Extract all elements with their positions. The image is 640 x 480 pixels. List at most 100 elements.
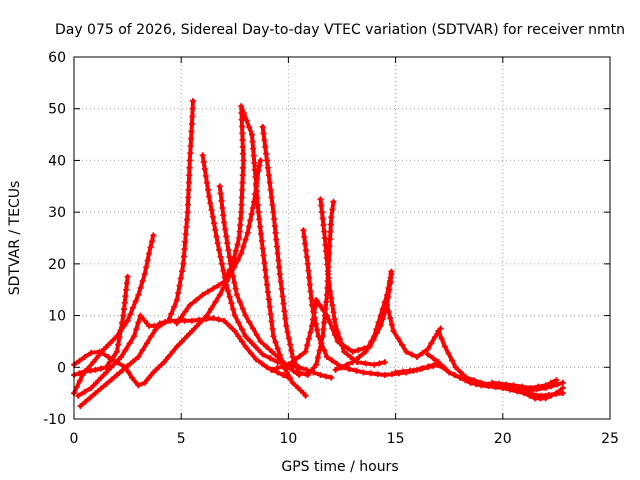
- data-point-marker: [146, 250, 153, 257]
- data-point-marker: [215, 316, 222, 323]
- data-point-marker: [440, 364, 447, 371]
- data-point-marker: [178, 314, 185, 321]
- data-point-marker: [205, 186, 211, 193]
- data-point-marker: [185, 194, 192, 201]
- data-point-marker: [176, 282, 183, 289]
- data-point-marker: [90, 359, 97, 366]
- data-point-marker: [249, 205, 256, 212]
- data-point-marker: [301, 233, 308, 240]
- data-point-marker: [238, 209, 245, 216]
- data-point-marker: [323, 298, 330, 305]
- data-point-marker: [203, 316, 210, 323]
- data-point-marker: [264, 164, 271, 171]
- data-point-marker: [302, 348, 309, 355]
- data-point-marker: [122, 293, 129, 300]
- data-point-marker: [179, 268, 186, 275]
- data-point-marker: [161, 359, 168, 366]
- data-point-marker: [317, 372, 324, 379]
- data-point-marker: [381, 359, 388, 366]
- grid: [74, 57, 610, 419]
- data-point-marker: [234, 257, 241, 264]
- data-point-marker: [292, 361, 299, 368]
- data-point-marker: [289, 353, 296, 360]
- data-point-marker: [385, 308, 392, 315]
- data-point-marker: [390, 328, 397, 335]
- data-point-marker: [221, 219, 228, 226]
- data-point-marker: [135, 382, 142, 389]
- data-point-marker: [387, 278, 394, 285]
- data-point-marker: [175, 289, 182, 296]
- data-point-marker: [303, 254, 310, 261]
- data-point-marker: [253, 187, 260, 194]
- data-point-marker: [313, 361, 320, 368]
- data-point-marker: [184, 209, 191, 216]
- data-point-marker: [121, 306, 128, 313]
- data-point-marker: [240, 157, 247, 164]
- data-point-marker: [324, 268, 331, 275]
- data-point-marker: [456, 374, 463, 381]
- data-point-marker: [285, 361, 292, 368]
- data-point-marker: [332, 322, 339, 329]
- data-point-marker: [217, 190, 224, 197]
- series-track-13: [332, 271, 444, 373]
- data-point-marker: [143, 264, 150, 271]
- data-point-marker: [231, 279, 238, 286]
- data-point-marker: [270, 209, 277, 216]
- data-point-marker: [141, 317, 148, 324]
- data-point-marker: [347, 353, 354, 360]
- data-point-marker: [223, 281, 230, 288]
- data-point-marker: [381, 298, 388, 305]
- data-point-marker: [315, 333, 322, 340]
- data-point-marker: [406, 367, 413, 374]
- data-point-marker: [199, 152, 206, 159]
- x-tick-label: 10: [279, 431, 297, 447]
- data-point-marker: [183, 333, 190, 340]
- data-point-marker: [323, 353, 330, 360]
- data-point-marker: [419, 350, 426, 357]
- data-point-marker: [251, 159, 258, 166]
- data-point-marker: [263, 343, 270, 350]
- data-point-marker: [392, 369, 399, 376]
- data-point-marker: [338, 364, 345, 371]
- data-point-marker: [113, 372, 120, 379]
- data-point-marker: [217, 253, 224, 260]
- data-point-marker: [214, 240, 221, 247]
- data-point-marker: [220, 212, 227, 219]
- data-point-marker: [238, 326, 245, 333]
- data-point-marker: [239, 123, 246, 130]
- data-point-marker: [254, 195, 261, 202]
- data-point-marker: [274, 345, 281, 352]
- data-point-marker: [239, 137, 246, 144]
- data-point-marker: [221, 317, 228, 324]
- data-point-marker: [373, 326, 380, 333]
- data-point-marker: [385, 294, 392, 301]
- axis-ticks: [73, 56, 611, 420]
- data-point-marker: [327, 288, 334, 295]
- data-point-marker: [445, 350, 452, 357]
- data-point-marker: [302, 240, 309, 247]
- data-point-marker: [105, 341, 112, 348]
- data-point-marker: [545, 391, 552, 398]
- series-track-7: [199, 152, 335, 381]
- data-point-marker: [257, 157, 264, 164]
- data-point-marker: [79, 372, 86, 379]
- data-point-marker: [559, 379, 566, 386]
- data-point-marker: [162, 319, 169, 326]
- data-point-marker: [330, 309, 337, 316]
- data-point-marker: [424, 346, 431, 353]
- data-point-marker: [279, 293, 286, 300]
- data-point-marker: [240, 164, 247, 171]
- data-point-marker: [223, 233, 230, 240]
- data-point-marker: [108, 364, 115, 371]
- data-point-marker: [353, 367, 360, 374]
- data-point-marker: [441, 343, 448, 350]
- data-point-marker: [205, 288, 211, 295]
- data-point-marker: [184, 201, 191, 208]
- data-point-marker: [123, 280, 130, 287]
- data-point-marker: [97, 365, 104, 372]
- data-point-marker: [124, 317, 131, 324]
- data-point-marker: [210, 315, 217, 322]
- data-point-marker: [127, 311, 134, 318]
- data-point-marker: [349, 348, 356, 355]
- data-point-marker: [189, 113, 196, 120]
